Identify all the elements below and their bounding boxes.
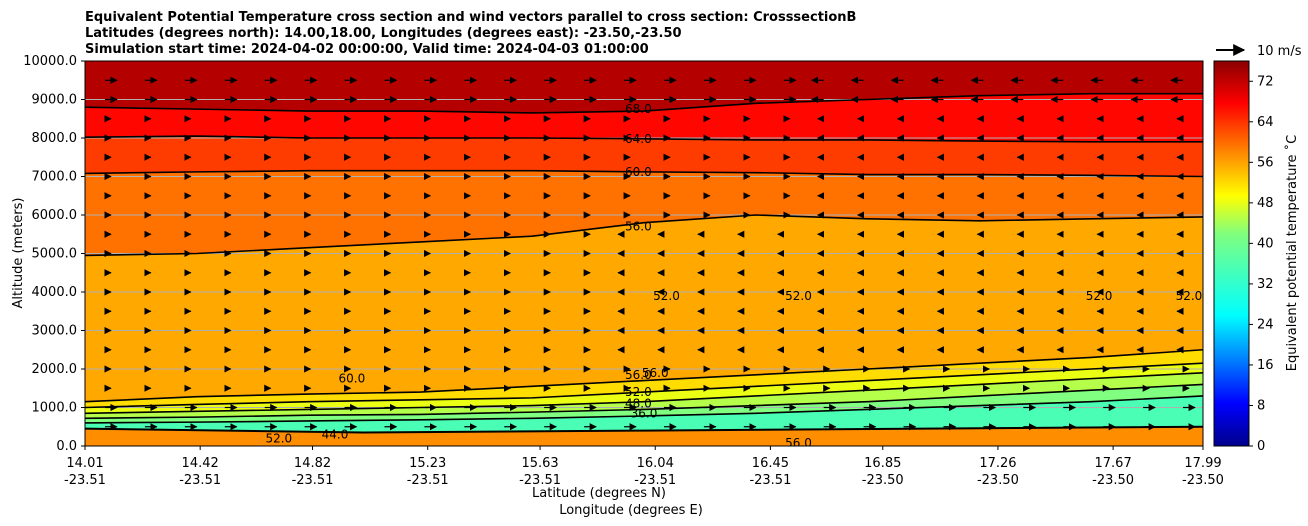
contour-label: 56.0 xyxy=(785,436,812,450)
x-tick-label-latitude: 17.99 xyxy=(1184,456,1221,471)
contour-label: 52.0 xyxy=(653,289,680,303)
x-tick-label-latitude: 15.63 xyxy=(521,456,558,471)
y-tick-label: 2000.0 xyxy=(32,362,78,377)
chart-title-line-1: Equivalent Potential Temperature cross s… xyxy=(85,10,856,25)
temperature-band xyxy=(85,93,1203,142)
contour-line-48 xyxy=(85,362,1203,409)
temperature-bands xyxy=(85,61,1203,446)
x-tick-label-longitude: -23.51 xyxy=(64,473,106,488)
colorbar-tick-label: 64 xyxy=(1257,115,1274,130)
colorbar-tick-label: 24 xyxy=(1257,317,1274,332)
colorbar-gradient xyxy=(1213,60,1250,447)
temperature-band xyxy=(85,215,1203,402)
colorbar-ticks: 0 8 16 24 32 40 48 56 64 72 xyxy=(1249,74,1274,454)
x-tick-label-longitude: -23.51 xyxy=(407,473,449,488)
y-tick-label: 8000.0 xyxy=(32,131,78,146)
contour-label: 36.0 xyxy=(631,406,658,420)
contour-label: 56.0 xyxy=(625,220,652,234)
colorbar-tick-label: 56 xyxy=(1257,155,1274,170)
plot-area: 68.0 64.0 60.0 56.0 52.0 52.0 52.0 52.0 60.0 56.0… xyxy=(85,61,1203,450)
x-tick-label-latitude: 16.04 xyxy=(637,456,674,471)
temperature-band xyxy=(85,170,1203,256)
y-tick-label: 6000.0 xyxy=(32,208,78,223)
colorbar-tick-label: 0 xyxy=(1257,439,1265,454)
colorbar-tick-label: 72 xyxy=(1257,74,1274,89)
y-axis-ticks: 0.0 1000.0 2000.0 3000.0 4000.0 5000.0 6000.0 7… xyxy=(23,54,85,454)
contour-labels: 68.0 64.0 60.0 56.0 52.0 52.0 52.0 52.0 60.0 56.0… xyxy=(265,102,1203,450)
contour-label: 56.0 xyxy=(625,368,652,382)
x-tick-label-longitude: -23.51 xyxy=(292,473,334,488)
x-tick-label-latitude: 16.45 xyxy=(752,456,789,471)
contour-line-68 xyxy=(85,92,1203,114)
x-tick-label-latitude: 15.23 xyxy=(409,456,446,471)
colorbar-label: Equivalent potential temperature ˚C xyxy=(1284,135,1300,371)
x-tick-label-longitude: -23.51 xyxy=(179,473,221,488)
y-tick-label: 9000.0 xyxy=(32,93,78,108)
x-tick-label-longitude: -23.50 xyxy=(1092,473,1134,488)
x-axis-ticks: 14.01 -23.51 14.42 -23.51 14.82 -23.51 15.23 -2… xyxy=(64,446,1224,488)
chart-title-line-3: Simulation start time: 2024-04-02 00:00:… xyxy=(85,42,649,57)
contour-label: 52.0 xyxy=(1176,289,1203,303)
colorbar-tick-label: 8 xyxy=(1257,398,1265,413)
x-tick-label-latitude: 16.85 xyxy=(864,456,901,471)
wind-vectors xyxy=(104,76,1196,431)
colorbar-tick-label: 16 xyxy=(1257,358,1274,373)
surface-layer-band xyxy=(85,426,1203,446)
contour-line-surface xyxy=(85,425,1203,434)
contour-label: 44.0 xyxy=(322,427,349,441)
contour-label: 52.0 xyxy=(1086,289,1113,303)
x-tick-label-longitude: -23.50 xyxy=(1182,473,1224,488)
x-tick-label-longitude: -23.51 xyxy=(634,473,676,488)
colorbar-tick-label: 40 xyxy=(1257,236,1274,251)
x-tick-label-longitude: -23.50 xyxy=(977,473,1019,488)
temperature-band xyxy=(85,136,1203,177)
y-tick-label: 10000.0 xyxy=(23,54,77,69)
x-axis-label-latitude: Latitude (degrees N) xyxy=(532,486,666,501)
y-tick-label: 3000.0 xyxy=(32,324,78,339)
colorbar: 0 8 16 24 32 40 48 56 64 72 Equivalent potential … xyxy=(1213,60,1300,454)
y-tick-label: 5000.0 xyxy=(32,247,78,262)
y-tick-label: 4000.0 xyxy=(32,285,78,300)
contour-label: 68.0 xyxy=(625,102,652,116)
x-tick-label-latitude: 14.42 xyxy=(182,456,219,471)
x-tick-label-latitude: 17.26 xyxy=(979,456,1016,471)
contour-label: 52.0 xyxy=(785,289,812,303)
wind-reference-label: 10 m/s xyxy=(1257,44,1302,59)
colorbar-tick-label: 48 xyxy=(1257,196,1274,211)
contour-line-40 xyxy=(85,383,1203,420)
contour-label: 60.0 xyxy=(625,165,652,179)
contour-label: 64.0 xyxy=(625,132,652,146)
contour-line-52 xyxy=(85,348,1203,403)
x-tick-label-latitude: 14.82 xyxy=(294,456,331,471)
contour-label: 48.0 xyxy=(625,397,652,411)
contour-label: 52.0 xyxy=(625,385,652,399)
x-tick-label-longitude: -23.50 xyxy=(862,473,904,488)
y-axis-label: Altitude (meters) xyxy=(11,198,26,309)
x-tick-label-longitude: -23.51 xyxy=(519,473,561,488)
colorbar-tick-label: 32 xyxy=(1257,277,1274,292)
x-axis-label-longitude: Longitude (degrees E) xyxy=(559,503,703,518)
contour-label: 56.0 xyxy=(642,366,669,380)
chart-title-line-2: Latitudes (degrees north): 14.00,18.00, … xyxy=(85,26,682,41)
wind-reference-key: 10 m/s xyxy=(1216,44,1302,59)
contour-label: 60.0 xyxy=(338,372,365,386)
y-tick-label: 7000.0 xyxy=(32,170,78,185)
x-tick-label-longitude: -23.51 xyxy=(749,473,791,488)
x-tick-label-latitude: 14.01 xyxy=(66,456,103,471)
contour-line-56 xyxy=(85,214,1203,257)
x-tick-label-latitude: 17.67 xyxy=(1095,456,1132,471)
y-tick-label: 1000.0 xyxy=(32,401,78,416)
contour-label: 52.0 xyxy=(265,431,292,445)
y-tick-label: 0.0 xyxy=(56,439,77,454)
contour-line-36 xyxy=(85,395,1203,424)
